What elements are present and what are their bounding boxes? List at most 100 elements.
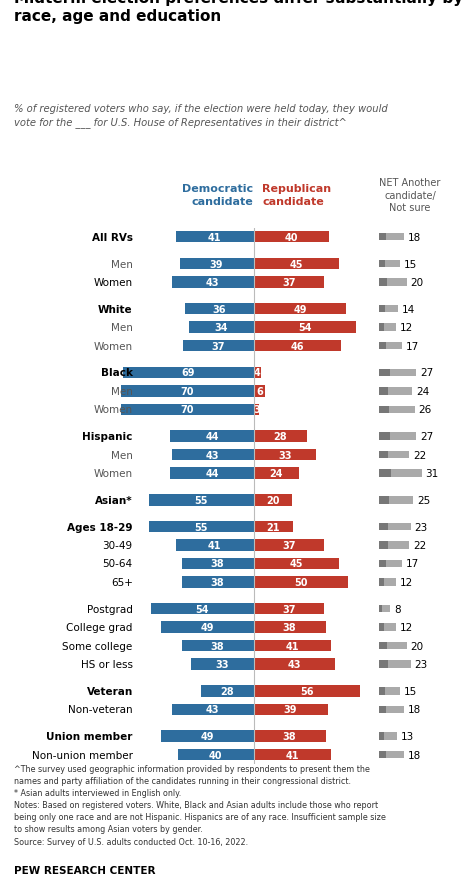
Text: 23: 23 [414,659,428,669]
Bar [161,622,254,633]
Bar [182,640,254,651]
Text: NET Another
candidate/
Not sure: NET Another candidate/ Not sure [379,178,441,212]
Text: 34: 34 [215,323,228,333]
Text: 40: 40 [209,750,222,759]
Bar [170,431,254,443]
Bar [254,341,341,352]
Bar [176,232,254,243]
Text: 25: 25 [417,495,430,505]
Bar [382,605,390,613]
Text: Veteran: Veteran [86,686,133,696]
Text: 49: 49 [293,305,307,314]
Text: 44: 44 [205,469,219,479]
Bar [180,258,254,270]
Bar [172,704,254,716]
Bar [379,433,390,441]
Bar [254,540,324,551]
Bar [379,660,388,668]
Text: 43: 43 [206,450,219,460]
Bar [379,542,388,549]
Text: 38: 38 [211,558,224,569]
Bar [170,468,254,479]
Text: 36: 36 [213,305,226,314]
Text: 39: 39 [284,704,297,715]
Bar [379,261,385,268]
Text: 21: 21 [267,522,280,532]
Text: 41: 41 [208,233,221,242]
Text: College grad: College grad [66,623,133,632]
Text: 33: 33 [278,450,292,460]
Bar [389,407,415,414]
Text: 37: 37 [212,342,225,351]
Bar [379,687,385,694]
Bar [388,451,409,459]
Text: Republican
candidate: Republican candidate [262,184,331,206]
Text: 15: 15 [403,259,417,270]
Bar [254,431,307,443]
Bar [387,279,407,286]
Text: 12: 12 [400,577,413,587]
Bar [384,579,396,586]
Text: 23: 23 [414,522,428,532]
Text: Men: Men [111,386,133,397]
Bar [379,623,384,631]
Text: 18: 18 [408,704,421,715]
Bar [379,279,387,286]
Bar [121,404,254,415]
Text: All RVs: All RVs [92,233,133,242]
Bar [379,234,386,241]
Text: 13: 13 [401,731,414,741]
Text: 27: 27 [420,432,433,442]
Text: 12: 12 [400,323,413,333]
Bar [379,370,390,377]
Bar [388,388,412,395]
Text: 18: 18 [408,233,421,242]
Text: 38: 38 [283,623,296,632]
Bar [379,605,382,613]
Bar [254,232,329,243]
Text: 14: 14 [402,305,415,314]
Bar [254,704,328,716]
Text: 41: 41 [286,641,299,651]
Bar [379,523,388,530]
Text: Non-union member: Non-union member [32,750,133,759]
Bar [386,751,404,759]
Bar [254,385,265,397]
Text: 20: 20 [410,641,423,651]
Bar [172,450,254,461]
Bar [379,388,388,395]
Bar [384,732,397,740]
Text: 50-64: 50-64 [102,558,133,569]
Bar [254,322,356,334]
Text: 22: 22 [413,540,426,551]
Text: Postgrad: Postgrad [87,604,133,614]
Bar [191,658,254,670]
Text: 15: 15 [403,686,417,696]
Text: 33: 33 [216,659,229,669]
Text: Hispanic: Hispanic [82,432,133,442]
Text: 40: 40 [285,233,298,242]
Text: 50: 50 [294,577,308,587]
Bar [388,542,409,549]
Text: 56: 56 [300,686,313,696]
Bar [379,342,386,350]
Bar [384,324,396,332]
Bar [254,749,331,760]
Text: 45: 45 [290,259,303,270]
Bar [254,404,259,415]
Text: 17: 17 [406,558,419,569]
Text: 30-49: 30-49 [102,540,133,551]
Bar [254,468,299,479]
Text: 20: 20 [266,495,279,505]
Bar [388,660,410,668]
Bar [254,277,324,288]
Bar [172,277,254,288]
Bar [182,577,254,588]
Bar [151,603,254,615]
Bar [385,261,400,268]
Text: 18: 18 [408,750,421,759]
Bar [386,560,402,567]
Bar [379,470,391,478]
Text: 55: 55 [195,495,208,505]
Text: Women: Women [93,405,133,415]
